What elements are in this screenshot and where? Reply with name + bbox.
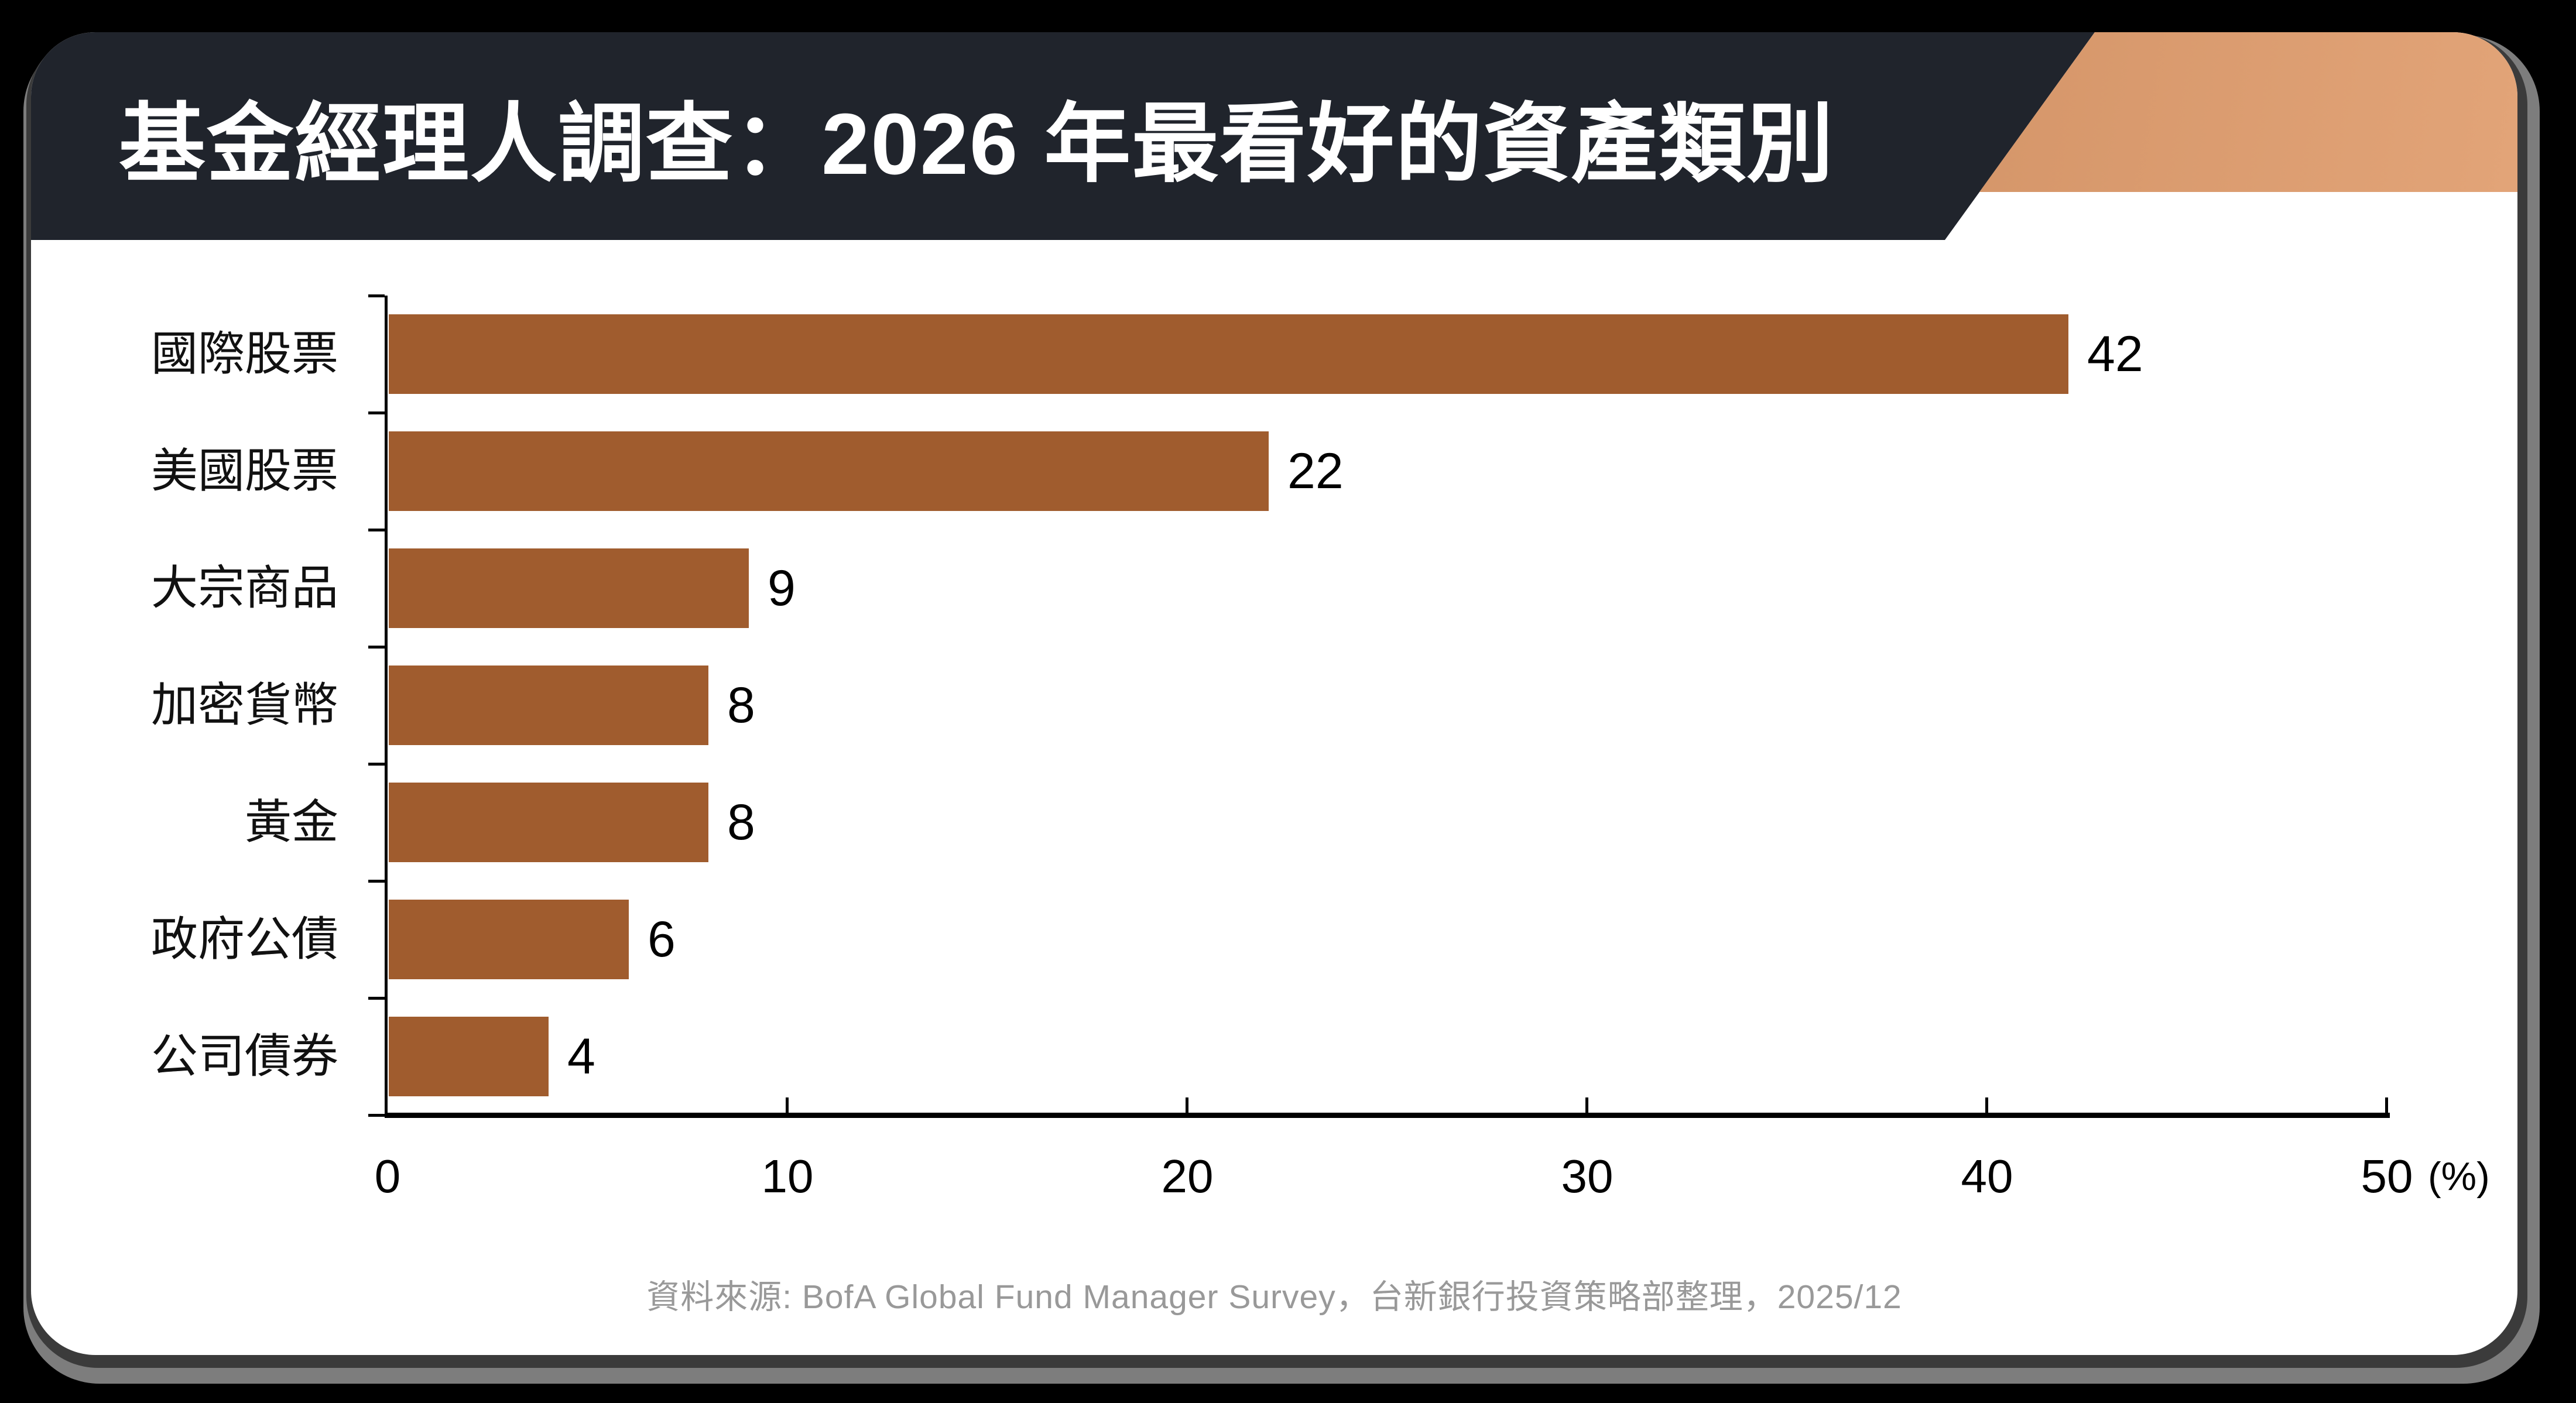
bar <box>389 900 629 979</box>
bar-value-label: 4 <box>567 1028 595 1085</box>
x-tick-label: 40 <box>1961 1150 2013 1202</box>
y-tick <box>368 411 385 414</box>
header-band <box>31 32 2095 240</box>
category-label: 大宗商品 <box>151 562 338 614</box>
y-tick <box>368 529 385 531</box>
x-axis-unit-label: (%) <box>2428 1154 2490 1199</box>
x-tick-label: 0 <box>374 1150 401 1202</box>
page-title: 基金經理人調查：2026 年最看好的資產類別 <box>119 96 1835 193</box>
x-tick <box>1585 1097 1588 1115</box>
infographic-card: 基金經理人調查：2026 年最看好的資產類別 國際股票 42 美國股票 22 大宗商品 9… <box>31 32 2517 1355</box>
bar-value-label: 6 <box>648 911 676 968</box>
bar <box>389 548 749 628</box>
category-label: 國際股票 <box>151 328 338 380</box>
bar <box>389 783 708 862</box>
category-label: 美國股票 <box>151 445 338 497</box>
bar <box>389 1017 549 1096</box>
bar-value-label: 22 <box>1287 443 1344 499</box>
x-tick <box>1985 1097 1988 1115</box>
y-tick <box>368 997 385 1000</box>
bar <box>389 431 1269 511</box>
y-axis <box>385 296 388 1118</box>
source-note: 資料來源: BofA Global Fund Manager Survey，台新… <box>646 1278 1902 1316</box>
x-tick-label: 50 <box>2361 1150 2413 1202</box>
x-tick <box>2385 1097 2388 1115</box>
x-tick-label: 20 <box>1161 1150 1214 1202</box>
x-axis <box>385 1113 2390 1118</box>
x-tick-label: 10 <box>761 1150 814 1202</box>
bar <box>389 314 2068 394</box>
x-tick <box>786 1097 789 1115</box>
category-label: 公司債券 <box>151 1030 338 1082</box>
y-tick <box>368 294 385 297</box>
bar-value-label: 8 <box>727 677 755 733</box>
bar-value-label: 42 <box>2087 326 2143 382</box>
bar-value-label: 8 <box>727 794 755 850</box>
y-tick <box>368 646 385 649</box>
category-label: 政府公債 <box>151 913 338 965</box>
bar-chart: 國際股票 42 美國股票 22 大宗商品 9 加密貨幣 8 黃金 8 政府公債 6 公司債券 4 0 10 20… <box>31 32 2517 1355</box>
y-tick <box>368 763 385 766</box>
category-label: 黃金 <box>245 796 338 848</box>
bar-value-label: 9 <box>768 560 796 616</box>
y-tick <box>368 1114 385 1117</box>
bar <box>389 666 708 745</box>
x-tick-label: 30 <box>1561 1150 1614 1202</box>
y-tick <box>368 880 385 883</box>
category-label: 加密貨幣 <box>151 679 338 731</box>
x-tick <box>1186 1097 1188 1115</box>
